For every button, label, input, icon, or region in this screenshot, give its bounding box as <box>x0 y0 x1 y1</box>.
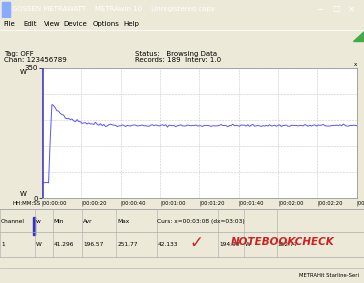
Text: |00:01:20: |00:01:20 <box>199 200 225 206</box>
Text: Help: Help <box>124 21 140 27</box>
Text: |00:02:40: |00:02:40 <box>357 200 364 206</box>
Text: NOTEBOOKCHECK: NOTEBOOKCHECK <box>230 237 335 247</box>
Text: Max: Max <box>117 218 130 224</box>
Text: File: File <box>4 21 15 27</box>
Text: W: W <box>20 69 27 75</box>
Text: 41.296: 41.296 <box>54 242 74 247</box>
Text: Device: Device <box>64 21 87 27</box>
Text: 196.57: 196.57 <box>83 242 103 247</box>
Text: ✕: ✕ <box>348 4 355 13</box>
Text: GOSSEN METRAWATT    METRAwin 10    Unregistered copy: GOSSEN METRAWATT METRAwin 10 Unregistere… <box>12 6 215 12</box>
Text: w: w <box>35 218 40 224</box>
Text: 194.90: 194.90 <box>219 242 240 247</box>
Text: |00:02:00: |00:02:00 <box>278 200 304 206</box>
Text: W: W <box>35 242 41 247</box>
Text: Channel: Channel <box>1 218 25 224</box>
Text: ─: ─ <box>317 4 322 13</box>
Text: x: x <box>353 62 357 67</box>
Text: 152.77: 152.77 <box>277 242 298 247</box>
Text: |00:00:40: |00:00:40 <box>120 200 146 206</box>
Text: ✓: ✓ <box>190 233 204 251</box>
Text: 251.77: 251.77 <box>117 242 138 247</box>
Text: Avr: Avr <box>83 218 92 224</box>
Text: 42.133: 42.133 <box>157 242 178 247</box>
Text: |00:00:20: |00:00:20 <box>81 200 107 206</box>
Text: View: View <box>44 21 60 27</box>
Text: |00:01:00: |00:01:00 <box>160 200 185 206</box>
Text: Records: 189  Interv: 1.0: Records: 189 Interv: 1.0 <box>135 57 221 63</box>
Bar <box>2 2 10 16</box>
Text: |00:02:20: |00:02:20 <box>317 200 343 206</box>
Text: Min: Min <box>54 218 64 224</box>
Text: □: □ <box>332 4 340 13</box>
Bar <box>33 217 35 235</box>
Text: W: W <box>245 242 250 247</box>
Text: |00:00:00: |00:00:00 <box>42 200 67 206</box>
Text: 1: 1 <box>1 242 5 247</box>
Text: Status:   Browsing Data: Status: Browsing Data <box>135 51 217 57</box>
Text: Chan: 123456789: Chan: 123456789 <box>4 57 66 63</box>
Text: Options: Options <box>93 21 120 27</box>
Text: W: W <box>20 191 27 197</box>
Text: Curs: x=00:03:08 (dx=03:03): Curs: x=00:03:08 (dx=03:03) <box>157 218 245 224</box>
Text: Edit: Edit <box>24 21 37 27</box>
Text: |00:01:40: |00:01:40 <box>239 200 264 206</box>
Text: METRAHit Starline-Seri: METRAHit Starline-Seri <box>298 273 359 278</box>
Text: Tag: OFF: Tag: OFF <box>4 51 33 57</box>
Polygon shape <box>353 31 364 41</box>
Text: HH:MM:SS: HH:MM:SS <box>12 201 40 205</box>
